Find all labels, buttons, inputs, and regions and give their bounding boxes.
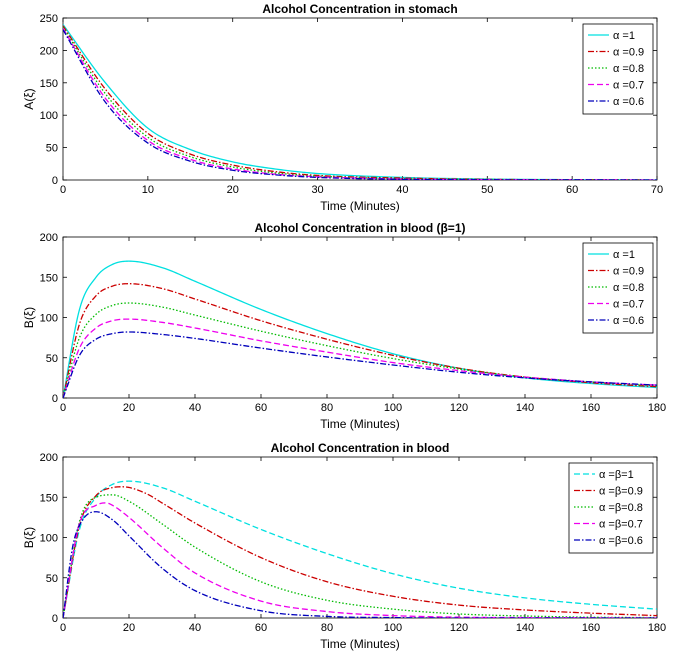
x-tick-label: 120: [450, 402, 468, 414]
series-line-3: [63, 26, 657, 180]
x-axis-label: Time (Minutes): [320, 199, 400, 213]
x-tick-label: 80: [321, 622, 333, 634]
legend-label: α =1: [613, 30, 635, 42]
legend-box: [582, 242, 654, 334]
chart-2: Alcohol Concentration in blood (β=1) 0 20 4…: [22, 221, 666, 431]
series-line-3: [63, 494, 657, 618]
series-line-4: [63, 28, 657, 180]
x-tick-label: 140: [516, 402, 534, 414]
x-tick-label: 20: [123, 622, 135, 634]
plot-area: [62, 236, 658, 399]
y-tick-label: 0: [52, 175, 58, 187]
legend-label: α =β=0.7: [599, 519, 643, 531]
x-tick-label: 180: [648, 622, 666, 634]
plot-area: [62, 17, 658, 181]
y-axis-label: B(ξ): [22, 527, 36, 548]
y-tick-label: 150: [40, 492, 58, 504]
x-tick-label: 160: [582, 622, 600, 634]
x-tick-label: 10: [142, 184, 154, 196]
series-line-1: [63, 24, 657, 180]
series-line-3: [63, 302, 657, 398]
legend: α =1 α =0.9 α =0.8 α =0.7 α =0.6: [582, 242, 654, 334]
y-tick-label: 150: [40, 78, 58, 90]
chart-1: Alcohol Concentration in stomach 0 10 20 30 4…: [22, 2, 663, 213]
legend-label: α =0.9: [613, 266, 644, 278]
legend-label: α =β=0.8: [599, 502, 643, 514]
legend: α =β=1 α =β=0.9 α =β=0.8 α =β=0.7 α =β=0.6: [568, 462, 654, 554]
series-line-5: [63, 511, 657, 618]
x-tick-label: 30: [311, 184, 323, 196]
legend-label: α =β=0.6: [599, 535, 643, 547]
x-tick-label: 60: [255, 622, 267, 634]
legend-box: [568, 462, 654, 554]
x-tick-label: 120: [450, 622, 468, 634]
x-tick-label: 60: [566, 184, 578, 196]
series-line-5: [63, 331, 657, 398]
series-line-2: [63, 486, 657, 618]
legend-label: α =0.8: [613, 63, 644, 75]
x-tick-label: 50: [481, 184, 493, 196]
x-tick-label: 0: [60, 622, 66, 634]
legend-label: α =0.6: [613, 96, 644, 108]
x-tick-label: 40: [189, 402, 201, 414]
x-tick-label: 60: [255, 402, 267, 414]
y-tick-label: 150: [40, 272, 58, 284]
series-line-2: [63, 25, 657, 180]
legend-box: [582, 23, 654, 115]
y-tick-label: 50: [46, 573, 58, 585]
y-tick-label: 0: [52, 393, 58, 405]
x-tick-label: 0: [60, 184, 66, 196]
x-tick-label: 100: [384, 402, 402, 414]
y-tick-label: 250: [40, 13, 58, 25]
x-tick-label: 140: [516, 622, 534, 634]
legend: α =1 α =0.9 α =0.8 α =0.7 α =0.6: [582, 23, 654, 115]
chart-title: Alcohol Concentration in blood: [271, 441, 450, 455]
y-tick-label: 200: [40, 232, 58, 244]
y-tick-label: 0: [52, 613, 58, 625]
x-axis-label: Time (Minutes): [320, 637, 400, 651]
x-tick-label: 70: [651, 184, 663, 196]
legend-label: α =0.8: [613, 282, 644, 294]
chart-title: Alcohol Concentration in stomach: [262, 2, 457, 16]
legend-label: α =0.9: [613, 47, 644, 59]
x-tick-label: 180: [648, 402, 666, 414]
legend-label: α =β=1: [599, 469, 634, 481]
x-tick-label: 20: [227, 184, 239, 196]
chart-3: Alcohol Concentration in blood 0 20 40 60 80 1…: [22, 441, 666, 651]
series-line-4: [63, 502, 657, 618]
x-tick-label: 100: [384, 622, 402, 634]
y-tick-label: 100: [40, 313, 58, 325]
x-tick-label: 40: [396, 184, 408, 196]
x-tick-label: 40: [189, 622, 201, 634]
legend-label: α =β=0.9: [599, 486, 643, 498]
y-axis-label: A(ξ): [22, 88, 36, 109]
series-line-5: [63, 29, 657, 180]
legend-label: α =0.7: [613, 80, 644, 92]
y-tick-label: 50: [46, 143, 58, 155]
y-axis-label: B(ξ): [22, 307, 36, 328]
y-tick-label: 100: [40, 110, 58, 122]
y-tick-label: 100: [40, 533, 58, 545]
legend-label: α =1: [613, 249, 635, 261]
y-tick-label: 200: [40, 452, 58, 464]
x-tick-label: 0: [60, 402, 66, 414]
chart-title: Alcohol Concentration in blood (β=1): [255, 221, 466, 235]
legend-label: α =0.7: [613, 299, 644, 311]
x-tick-label: 80: [321, 402, 333, 414]
series-line-4: [63, 318, 657, 398]
x-axis-label: Time (Minutes): [320, 417, 400, 431]
x-tick-label: 160: [582, 402, 600, 414]
series-line-1: [63, 260, 657, 398]
y-tick-label: 200: [40, 45, 58, 57]
legend-label: α =0.6: [613, 315, 644, 327]
y-tick-label: 50: [46, 353, 58, 365]
x-tick-label: 20: [123, 402, 135, 414]
series-line-1: [63, 480, 657, 618]
